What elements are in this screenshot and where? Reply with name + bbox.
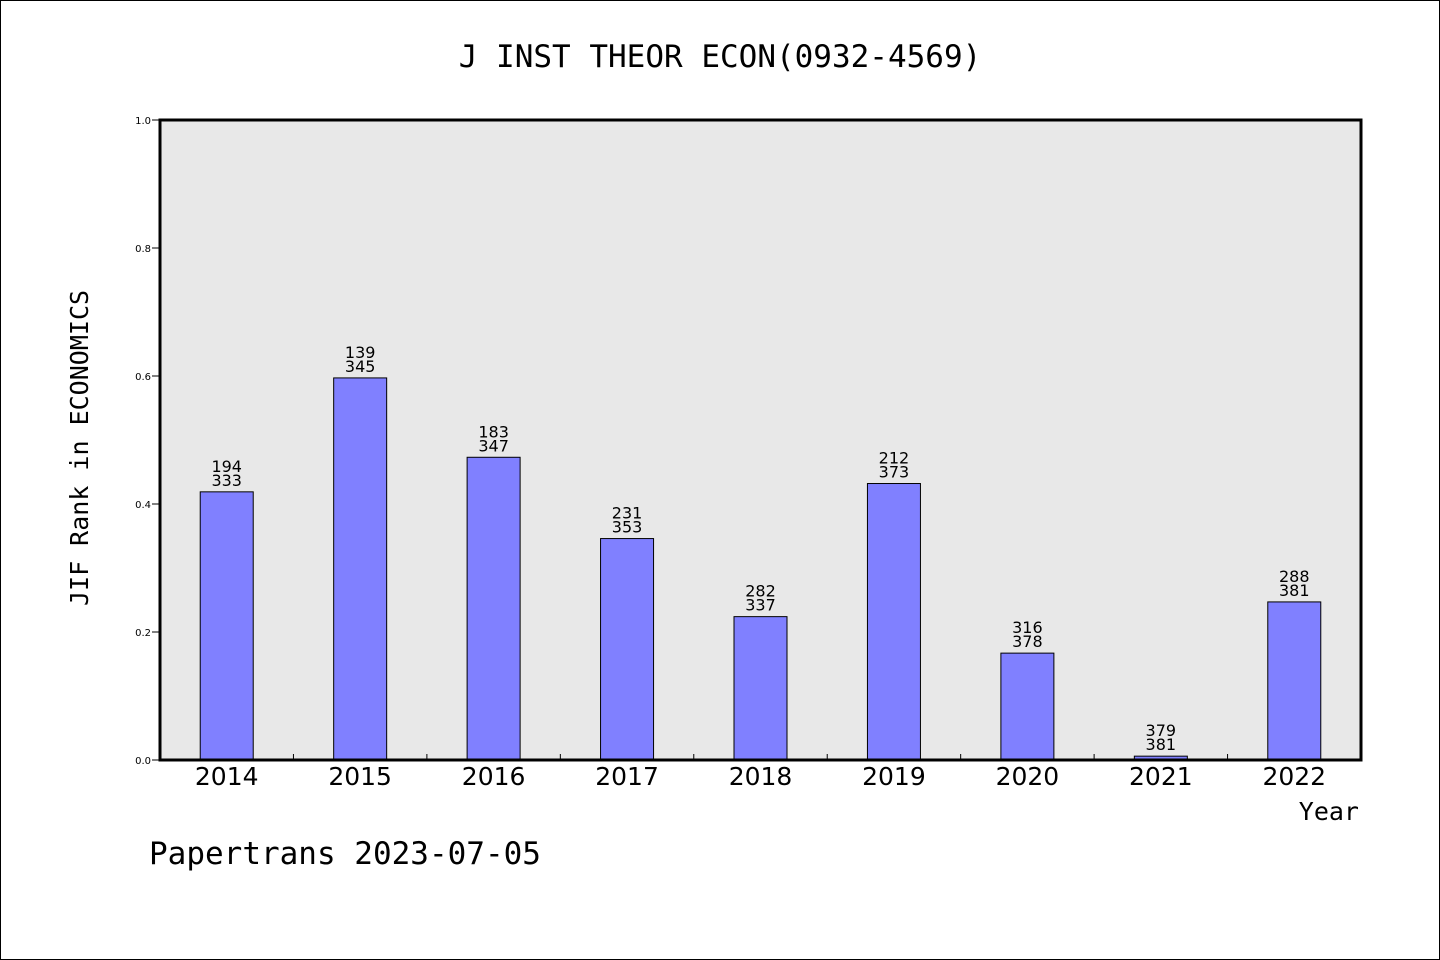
bar-total-label: 373 [879,463,910,482]
x-tick-label: 2020 [996,762,1060,791]
bar-total-label: 333 [211,471,242,490]
bar-2017 [600,538,655,761]
bar-2022 [1267,601,1322,761]
bar-total-label: 353 [612,518,643,537]
footer-note: Papertrans 2023-07-05 [149,836,541,872]
x-axis-label: Year [1299,797,1359,826]
bar-total-label: 378 [1012,632,1043,651]
y-tick-label: 0.4 [135,500,151,511]
x-tick-label: 2015 [328,762,392,791]
x-tick-label: 2016 [462,762,526,791]
bar-2014 [199,491,254,761]
bar-total-label: 347 [478,436,509,455]
x-tick-label: 2021 [1129,762,1193,791]
bar-2020 [1000,652,1055,761]
bar-rank-label: 183 [478,422,509,441]
x-tick-label: 2018 [729,762,793,791]
x-tick-label: 2019 [862,762,926,791]
x-tick-label: 2022 [1262,762,1326,791]
y-tick-label: 1.0 [135,116,151,127]
bar-2015 [333,377,388,761]
y-tick-label: 0.0 [135,756,151,767]
bar-total-label: 337 [745,596,776,615]
bar-rank-label: 194 [211,457,242,476]
y-axis-label: JIF Rank in ECONOMICS [65,290,94,606]
bar-2019 [866,483,921,761]
bar-rank-label: 139 [345,343,376,362]
plot-border [158,118,1363,762]
x-tick-label: 2014 [195,762,259,791]
bar-rank-label: 212 [879,449,910,468]
bar-total-label: 381 [1146,735,1177,754]
bar-total-label: 381 [1279,581,1310,600]
y-tick-label: 0.8 [135,244,151,255]
y-tick-label: 0.2 [135,628,151,639]
y-tick-label: 0.6 [135,372,151,383]
bar-rank-label: 379 [1146,721,1177,740]
bar-rank-label: 316 [1012,618,1043,637]
bar-2018 [733,616,788,761]
bar-rank-label: 231 [612,504,643,523]
bar-rank-label: 288 [1279,567,1310,586]
bar-total-label: 345 [345,357,376,376]
bar-2016 [466,456,521,761]
x-tick-label: 2017 [595,762,659,791]
bar-rank-label: 282 [745,582,776,601]
chart-title: J INST THEOR ECON(0932-4569) [459,39,982,75]
